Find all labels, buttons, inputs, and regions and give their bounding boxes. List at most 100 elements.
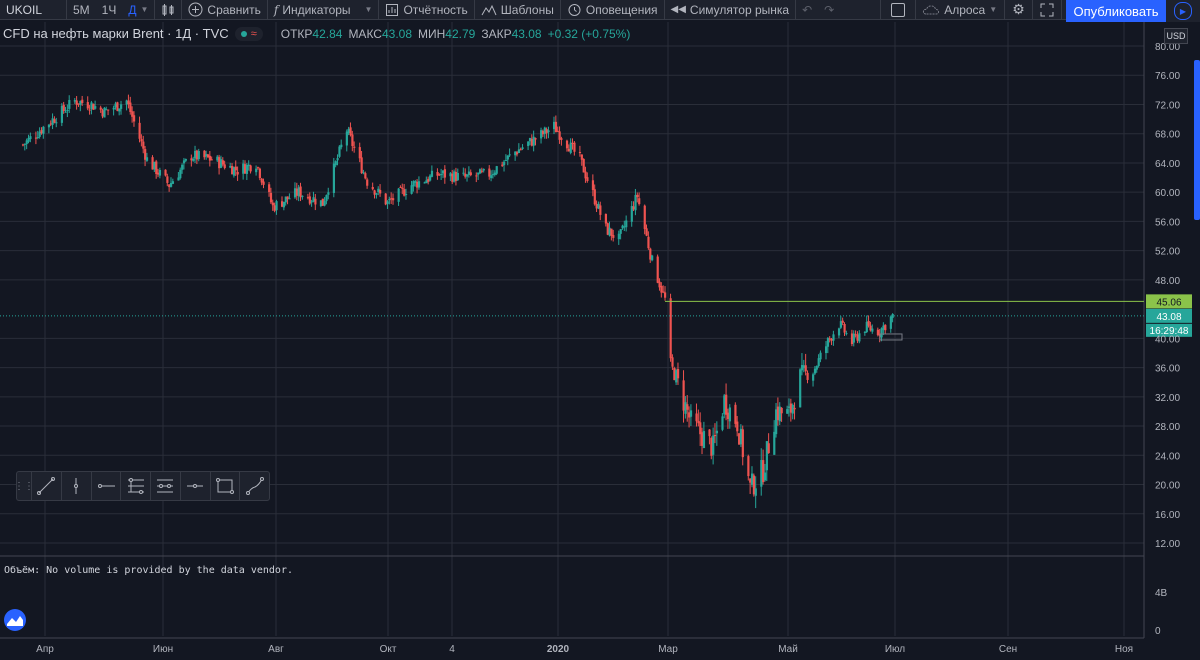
candle-body <box>813 368 817 374</box>
price-tick-label: 40.00 <box>1155 334 1180 345</box>
candle-body <box>371 187 374 190</box>
candle-body <box>565 140 569 149</box>
candle-body <box>571 142 574 144</box>
candle-body <box>787 406 791 408</box>
chevron-down-icon: ▼ <box>989 5 998 14</box>
candle-body <box>286 196 289 200</box>
resolution-1d[interactable]: Д ▼ <box>122 0 154 20</box>
candle-body <box>695 413 698 422</box>
right-panel-handle[interactable] <box>1194 60 1200 220</box>
candle-body <box>332 163 336 193</box>
market-status-pill[interactable]: ≈ <box>234 26 263 41</box>
alerts-button[interactable]: Оповещения <box>561 0 664 20</box>
candle-body <box>793 407 796 410</box>
candle-body <box>480 170 484 172</box>
toolbar-divider <box>663 0 665 20</box>
currency-label[interactable]: USD <box>1164 28 1188 44</box>
candle-body <box>364 173 367 179</box>
candle-body <box>75 100 78 105</box>
candle-body <box>508 154 511 156</box>
horizontal-line-tool[interactable] <box>179 472 210 500</box>
candle-body <box>773 431 776 455</box>
fullscreen-button[interactable] <box>1033 0 1061 20</box>
candle-body <box>543 127 546 134</box>
candle-body <box>210 159 213 161</box>
candle-body <box>623 226 626 228</box>
replay-button[interactable]: ◀◀ Симулятор рынка <box>665 0 796 20</box>
candle-body <box>184 159 187 161</box>
candle-body <box>118 108 121 112</box>
trend-line-tool[interactable] <box>31 472 61 500</box>
brush-tool[interactable] <box>239 472 269 500</box>
candle-body <box>399 186 402 188</box>
candle-body <box>647 236 650 249</box>
candle-body <box>81 99 84 104</box>
symbol-title: CFD на нефть марки Brent · 1Д · TVC <box>3 26 229 41</box>
price-tick-label: 48.00 <box>1155 276 1180 287</box>
candle-body <box>314 198 317 205</box>
candle-body <box>495 166 498 174</box>
candle-body <box>632 206 635 210</box>
candle-body <box>612 235 615 238</box>
price-tick-label: 76.00 <box>1155 71 1180 82</box>
candle-body <box>649 248 652 260</box>
candle-body <box>262 181 265 185</box>
last-price-label: 43.08 <box>1156 312 1181 323</box>
horizontal-ray-tool[interactable] <box>90 472 121 500</box>
replay-label: Симулятор рынка <box>689 2 790 17</box>
candle-body <box>715 430 719 434</box>
toolbar-divider <box>378 0 380 20</box>
layout-name-button[interactable]: Алроса ▼ <box>916 0 1004 20</box>
rectangle-tool[interactable] <box>209 472 240 500</box>
candle-body <box>127 100 130 105</box>
settings-button[interactable]: ⚙ <box>1005 0 1032 20</box>
templates-button[interactable]: Шаблоны <box>475 0 560 20</box>
indicators-button[interactable]: f Индикаторы ▼ <box>268 0 379 20</box>
toolbar-divider <box>1004 0 1006 20</box>
candle-body <box>503 161 506 166</box>
parallel-channel-tool[interactable] <box>150 472 180 500</box>
reports-button[interactable]: Отчётность <box>379 0 473 20</box>
candle-body <box>867 321 870 326</box>
candle-body <box>51 118 54 125</box>
candle-body <box>142 141 145 149</box>
chart-type-button[interactable] <box>155 0 181 20</box>
play-button[interactable]: ▶ <box>1166 0 1200 22</box>
candle-body <box>802 365 805 369</box>
vertical-line-tool[interactable] <box>60 472 91 500</box>
candle-body <box>158 169 162 176</box>
resolution-5m[interactable]: 5М <box>67 0 96 20</box>
candle-body <box>414 181 417 183</box>
drag-handle-icon[interactable]: ⋮⋮ <box>14 480 34 492</box>
candle-body <box>205 154 208 157</box>
candle-body <box>177 177 180 181</box>
resolution-1h[interactable]: 1Ч <box>96 0 123 20</box>
wave-icon: ≈ <box>250 27 257 40</box>
candle-body <box>734 404 737 424</box>
compare-button[interactable]: Сравнить <box>182 0 266 20</box>
candle-body <box>684 402 687 414</box>
time-tick-label: Окт <box>380 644 397 655</box>
fib-retracement-tool[interactable] <box>120 472 150 500</box>
candle-body <box>145 157 149 161</box>
candle-body <box>379 189 382 194</box>
candle-body <box>68 100 71 109</box>
time-tick-label: Ноя <box>1115 644 1133 655</box>
templates-icon <box>481 4 497 15</box>
candle-body <box>504 160 508 162</box>
symbol-search[interactable]: UKOIL <box>0 0 66 20</box>
candle-body <box>190 158 193 161</box>
undo-button[interactable]: ↶ <box>796 0 818 20</box>
redo-button[interactable]: ↷ <box>818 0 840 20</box>
candle-body <box>739 428 743 445</box>
chart-grid <box>0 22 1145 639</box>
publish-button[interactable]: Опубликовать <box>1066 0 1166 22</box>
tradingview-logo-button[interactable] <box>4 609 26 631</box>
chart-overlay: 45.06 43.08 16:29:48 <box>0 294 1192 341</box>
toolbar-divider <box>1060 0 1062 20</box>
candle-body <box>144 149 147 160</box>
candle-body <box>236 171 239 175</box>
candle-body <box>171 181 175 184</box>
fullscreen-layout-button[interactable] <box>881 0 915 20</box>
